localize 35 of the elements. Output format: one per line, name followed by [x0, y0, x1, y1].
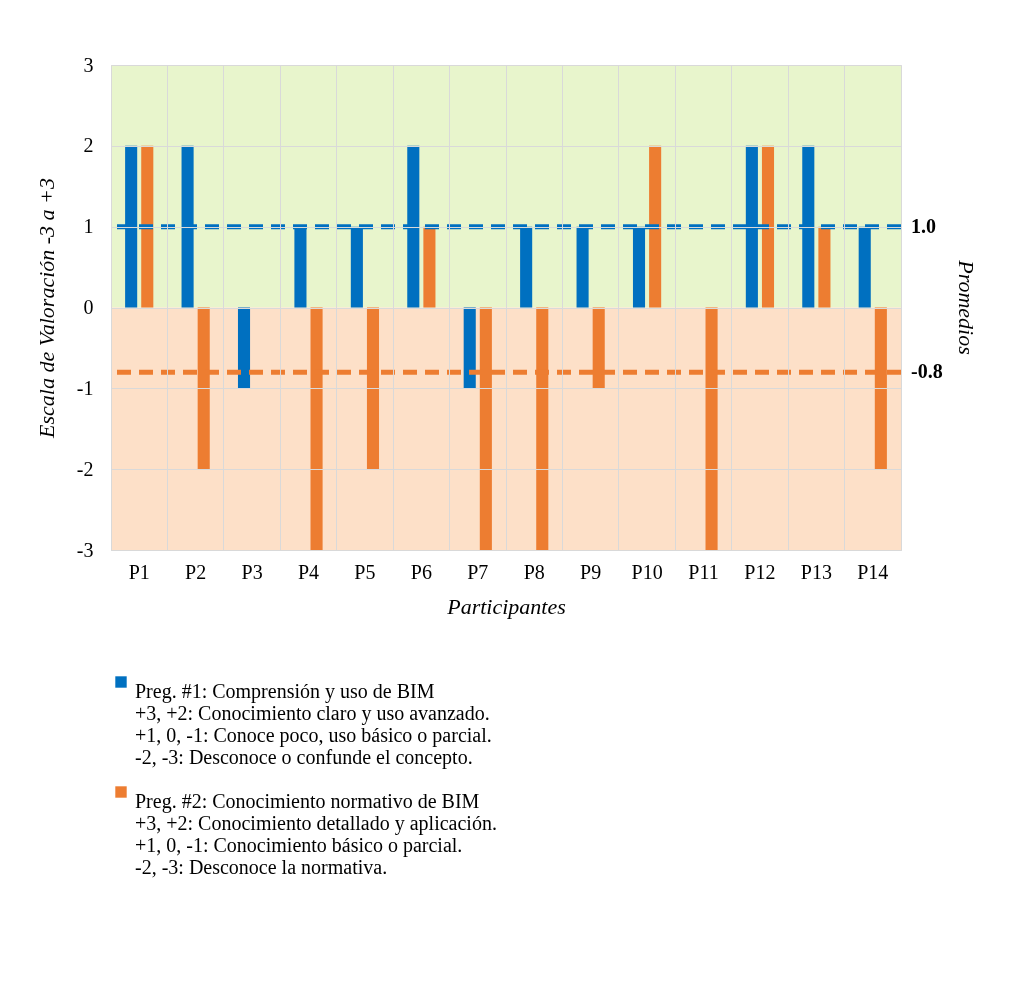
x-tick-label: P6	[410, 560, 432, 583]
y-tick-label: -3	[76, 538, 94, 561]
bar	[237, 307, 251, 389]
x-tick-label: P5	[354, 560, 376, 583]
y-tick-label: 0	[83, 296, 94, 318]
x-tick-label: P11	[688, 560, 719, 583]
bar	[141, 145, 154, 308]
x-tick-label: P2	[185, 560, 207, 583]
x-tick-label: P13	[800, 560, 832, 583]
bar	[423, 226, 436, 308]
y-tick-label: -2	[76, 457, 94, 480]
y-tick-label: 3	[83, 53, 94, 76]
y2-axis-title: Promedios	[954, 259, 979, 355]
bar	[463, 307, 476, 389]
y-tick-label: -1	[76, 376, 94, 399]
x-tick-label: P9	[580, 560, 602, 583]
legend-label: Preg. #1: Comprensión y uso de BIM +3, +2: Conocimiento claro y uso avanzado. +1, 0, -1: Conoce poco, uso básico o parcial. -2, -3: Desconoce o confunde el concepto.	[135, 680, 492, 769]
x-tick-label: P1	[128, 560, 150, 583]
y-tick-label: 1	[83, 215, 94, 238]
x-tick-label: P14	[857, 560, 889, 583]
bar	[761, 145, 775, 308]
x-tick-label: P3	[241, 560, 263, 583]
legend-label: Preg. #2: Conocimiento normativo de BIM +3, +2: Conocimiento detallado y aplicación. +1, 0, -1: Conocimiento básico o parcial. -2, -3: Desconoce la normativa.	[135, 790, 497, 878]
x-tick-label: P10	[631, 560, 663, 583]
y-axis-title: Escala de Valoración -3 a +3	[33, 178, 59, 439]
x-axis-title: Participantes	[446, 593, 566, 619]
x-tick-label: P7	[467, 560, 489, 583]
x-tick-label: P12	[744, 560, 776, 583]
x-tick-label: P4	[297, 560, 320, 583]
ref-line-label: -0.8	[911, 360, 943, 383]
x-tick-label: P8	[523, 560, 545, 583]
bar	[649, 145, 662, 308]
bar	[818, 226, 831, 308]
y-tick-label: 2	[83, 134, 94, 157]
ref-line-label: 1.0	[911, 214, 936, 237]
